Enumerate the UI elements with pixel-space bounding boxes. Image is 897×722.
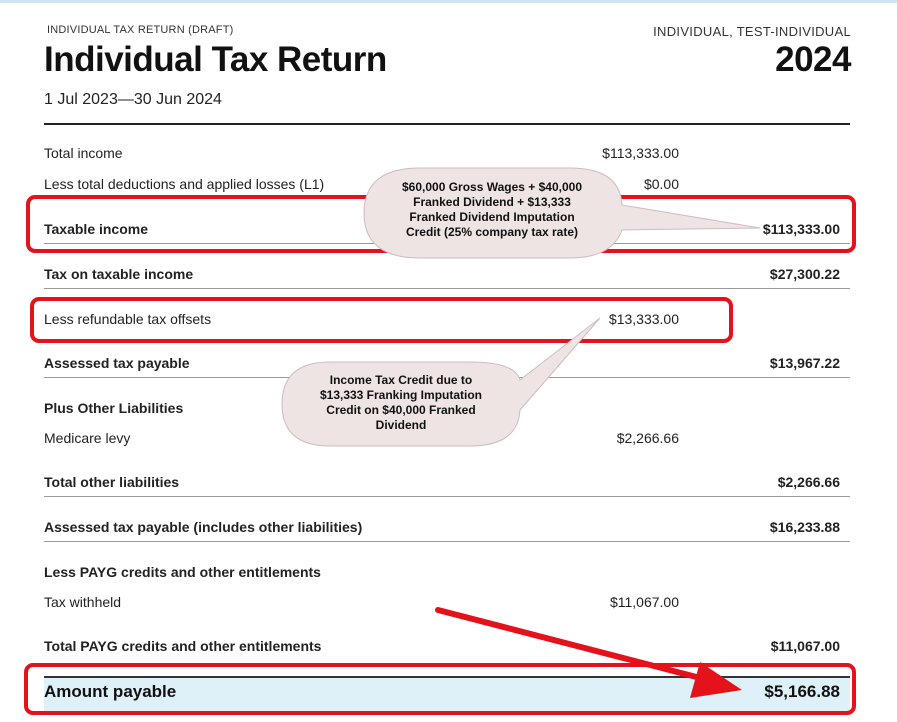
row-total: $13,967.22: [769, 355, 840, 371]
mid-bubble-shape: [281, 317, 601, 447]
bubble-line: Franked Dividend + $13,333: [413, 195, 571, 209]
row-total-income: Total income $113,333.00: [44, 145, 850, 167]
bubble-line: Dividend: [375, 418, 427, 432]
row-label: Tax withheld: [44, 594, 122, 610]
row-value: $2,266.66: [616, 430, 679, 446]
amount-payable-value: $5,166.88: [764, 682, 840, 701]
row-label: Taxable income: [44, 221, 149, 237]
row-total-other-liabilities: Total other liabilities $2,266.66: [44, 474, 850, 496]
row-assessed-tax-payable: Assessed tax payable $13,967.22: [44, 355, 850, 377]
row-taxable-income: Taxable income $113,333.00: [44, 221, 850, 243]
row-medicare-levy: Medicare levy $2,266.66: [44, 430, 850, 452]
taxpayer-name: INDIVIDUAL, TEST-INDIVIDUAL: [653, 24, 851, 39]
row-divider: [44, 288, 850, 289]
row-value: $11,067.00: [609, 594, 679, 610]
top-bubble-shape: [363, 167, 761, 259]
arrow-to-amount-payable: [435, 607, 742, 698]
row-total: $113,333.00: [762, 221, 840, 237]
row-label: Less refundable tax offsets: [44, 311, 212, 327]
row-deductions: Less total deductions and applied losses…: [44, 176, 850, 198]
row-assessed-tax-incl-liabilities: Assessed tax payable (includes other lia…: [44, 519, 850, 541]
row-total-payg: Total PAYG credits and other entitlement…: [44, 638, 850, 660]
section-heading: Less PAYG credits and other entitlements: [44, 564, 321, 580]
section-heading: Plus Other Liabilities: [44, 400, 184, 416]
bubble-line: Franked Dividend Imputation: [409, 210, 575, 224]
row-label: Tax on taxable income: [44, 266, 194, 282]
row-tax-on-taxable-income: Tax on taxable income $27,300.22: [44, 266, 850, 288]
row-label: Assessed tax payable: [44, 355, 190, 371]
row-divider: [44, 496, 850, 497]
bubble-line: Credit (25% company tax rate): [405, 225, 579, 239]
bubble-line: Credit on $40,000 Franked: [326, 403, 476, 417]
draft-label: INDIVIDUAL TAX RETURN (DRAFT): [47, 24, 234, 36]
row-total: $16,233.88: [769, 519, 840, 535]
row-value: $113,333.00: [602, 145, 679, 161]
bubble-line: $13,333 Franking Imputation: [319, 388, 483, 402]
row-label: Total income: [44, 145, 123, 161]
top-bubble-text: $60,000 Gross Wages + $40,000 Franked Di…: [372, 180, 612, 240]
row-label: Total PAYG credits and other entitlement…: [44, 638, 322, 654]
row-tax-withheld: Tax withheld $11,067.00: [44, 594, 850, 616]
row-other-liabilities-heading: Plus Other Liabilities: [44, 400, 850, 422]
amount-payable-label: Amount payable: [44, 682, 177, 701]
row-label: Less total deductions and applied losses…: [44, 176, 325, 192]
row-value: $0.00: [643, 176, 679, 192]
row-value: $13,333.00: [608, 311, 679, 327]
row-total: $27,300.22: [769, 266, 840, 282]
header-divider: [44, 123, 850, 125]
row-label: Total other liabilities: [44, 474, 180, 490]
row-total: $11,067.00: [770, 638, 840, 654]
tax-period: 1 Jul 2023—30 Jun 2024: [44, 91, 222, 108]
row-total: $2,266.66: [777, 474, 840, 490]
row-divider: [44, 541, 850, 542]
top-accent-line: [0, 0, 897, 3]
row-label: Medicare levy: [44, 430, 131, 446]
highlight-box-refundable-offsets: [30, 297, 733, 343]
bubble-line: Income Tax Credit due to: [329, 373, 473, 387]
highlight-box-amount-payable: [24, 663, 856, 715]
bubble-line: $60,000 Gross Wages + $40,000: [401, 180, 582, 194]
row-refundable-offsets: Less refundable tax offsets $13,333.00: [44, 311, 850, 333]
mid-bubble-text: Income Tax Credit due to $13,333 Frankin…: [290, 373, 512, 433]
row-label: Assessed tax payable (includes other lia…: [44, 519, 363, 535]
row-payg-heading: Less PAYG credits and other entitlements: [44, 564, 850, 586]
page-title: Individual Tax Return: [44, 40, 387, 79]
tax-year: 2024: [775, 40, 851, 79]
